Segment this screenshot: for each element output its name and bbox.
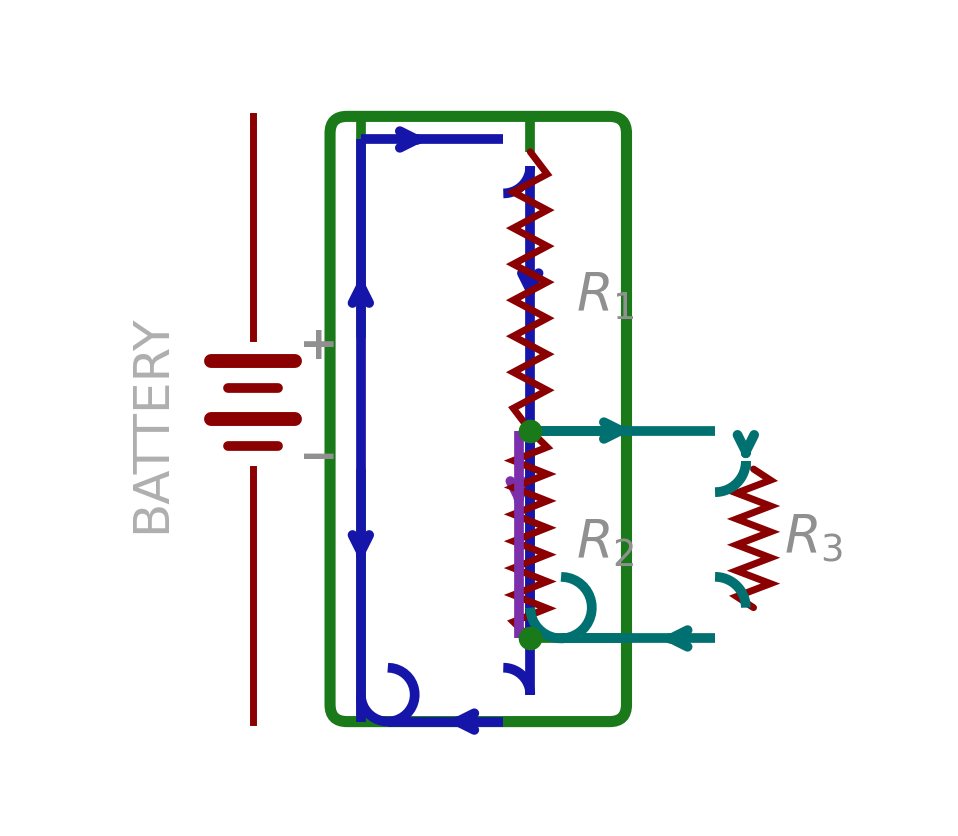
Text: $R_3$: $R_3$ [785,512,843,564]
Text: BATTERY: BATTERY [127,314,175,533]
Text: $R_2$: $R_2$ [577,517,635,568]
Text: −: − [299,436,338,481]
Text: $R_1$: $R_1$ [577,271,635,323]
Text: +: + [299,324,338,369]
